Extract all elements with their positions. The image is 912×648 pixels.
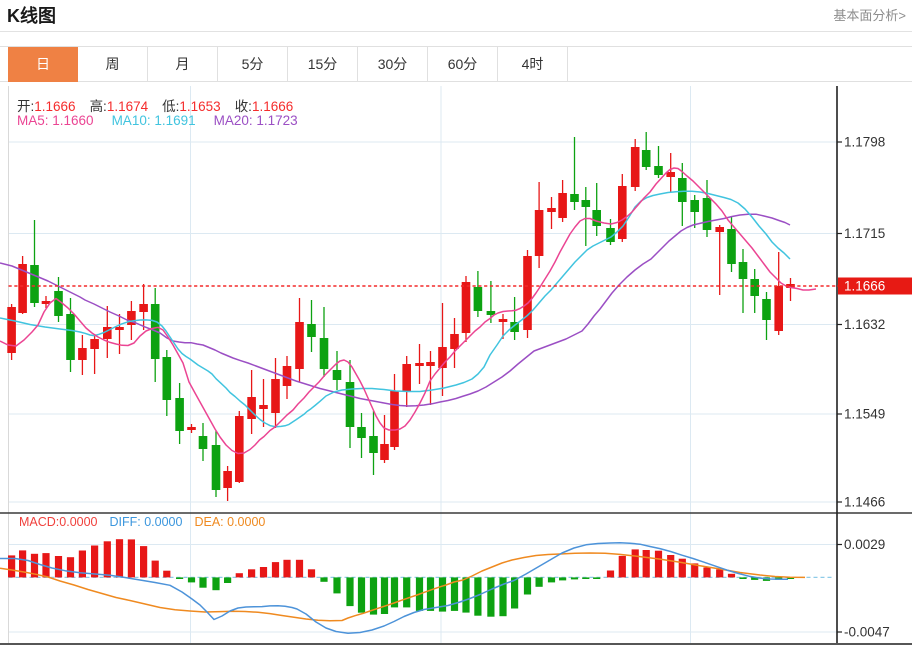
svg-text:1.1632: 1.1632 [844, 317, 885, 332]
svg-text:1.1666: 1.1666 [844, 279, 885, 294]
svg-text:1.1549: 1.1549 [844, 407, 885, 422]
svg-text:1.1798: 1.1798 [844, 135, 885, 150]
svg-text:-0.0047: -0.0047 [844, 625, 890, 640]
svg-text:1.1466: 1.1466 [844, 495, 885, 510]
svg-text:1.1715: 1.1715 [844, 226, 885, 241]
svg-text:0.0029: 0.0029 [844, 537, 885, 552]
